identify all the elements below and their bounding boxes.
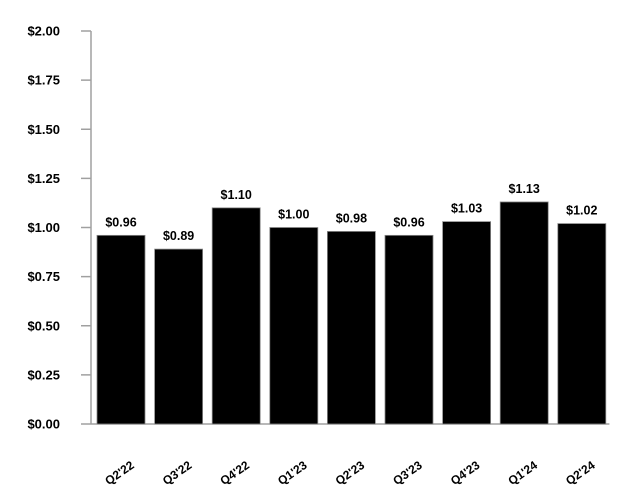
x-tick-label: Q4'22 xyxy=(217,458,252,488)
bar xyxy=(96,234,146,425)
y-tick-label: $0.25 xyxy=(27,367,60,382)
x-tick-label: Q2'23 xyxy=(333,458,368,488)
data-label: $1.13 xyxy=(509,182,540,196)
y-tick-label: $1.75 xyxy=(27,73,60,88)
y-tick-label: $0.00 xyxy=(27,417,60,432)
bar xyxy=(499,201,549,425)
y-tick-label: $1.00 xyxy=(27,220,60,235)
data-label: $0.98 xyxy=(336,211,367,225)
y-tick-label: $0.75 xyxy=(27,269,60,284)
x-tick-label: Q2'22 xyxy=(102,458,137,488)
y-tick-label: $1.50 xyxy=(27,122,60,137)
x-tick-label: Q1'23 xyxy=(275,458,310,488)
bar xyxy=(384,234,434,425)
data-label: $0.89 xyxy=(163,229,194,243)
data-label: $1.02 xyxy=(566,204,597,218)
y-tick-label: $0.50 xyxy=(27,318,60,333)
bar xyxy=(442,221,492,425)
x-tick-label: Q3'23 xyxy=(390,458,425,488)
bar xyxy=(557,223,607,425)
data-label: $0.96 xyxy=(393,215,424,229)
bar xyxy=(154,248,204,425)
x-tick-label: Q4'23 xyxy=(448,458,483,488)
bar xyxy=(211,207,261,425)
data-label: $0.96 xyxy=(105,215,136,229)
data-label: $1.00 xyxy=(278,208,309,222)
x-tick-label: Q1'24 xyxy=(505,458,540,488)
data-label: $1.03 xyxy=(451,202,482,216)
x-tick-label: Q3'22 xyxy=(160,458,195,488)
x-tick-label: Q2'24 xyxy=(563,458,598,488)
y-tick-label: $2.00 xyxy=(27,24,60,39)
bar xyxy=(269,227,319,425)
bar xyxy=(326,231,376,425)
data-label: $1.10 xyxy=(221,188,252,202)
y-tick-label: $1.25 xyxy=(27,171,60,186)
